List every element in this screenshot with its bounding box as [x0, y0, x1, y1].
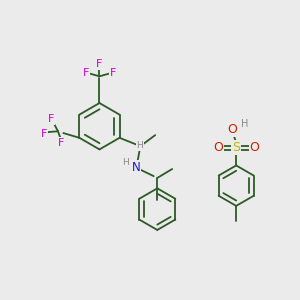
Text: O: O [250, 141, 260, 154]
Text: F: F [82, 68, 89, 78]
Text: F: F [110, 68, 116, 78]
Text: F: F [58, 138, 64, 148]
Text: N: N [131, 161, 140, 174]
Text: F: F [48, 114, 55, 124]
Text: H: H [242, 119, 249, 129]
Text: F: F [41, 129, 47, 139]
Text: F: F [96, 59, 103, 69]
Text: O: O [228, 123, 238, 136]
Text: S: S [232, 141, 240, 154]
Text: H: H [136, 141, 143, 150]
Text: O: O [213, 141, 223, 154]
Text: H: H [122, 158, 129, 167]
